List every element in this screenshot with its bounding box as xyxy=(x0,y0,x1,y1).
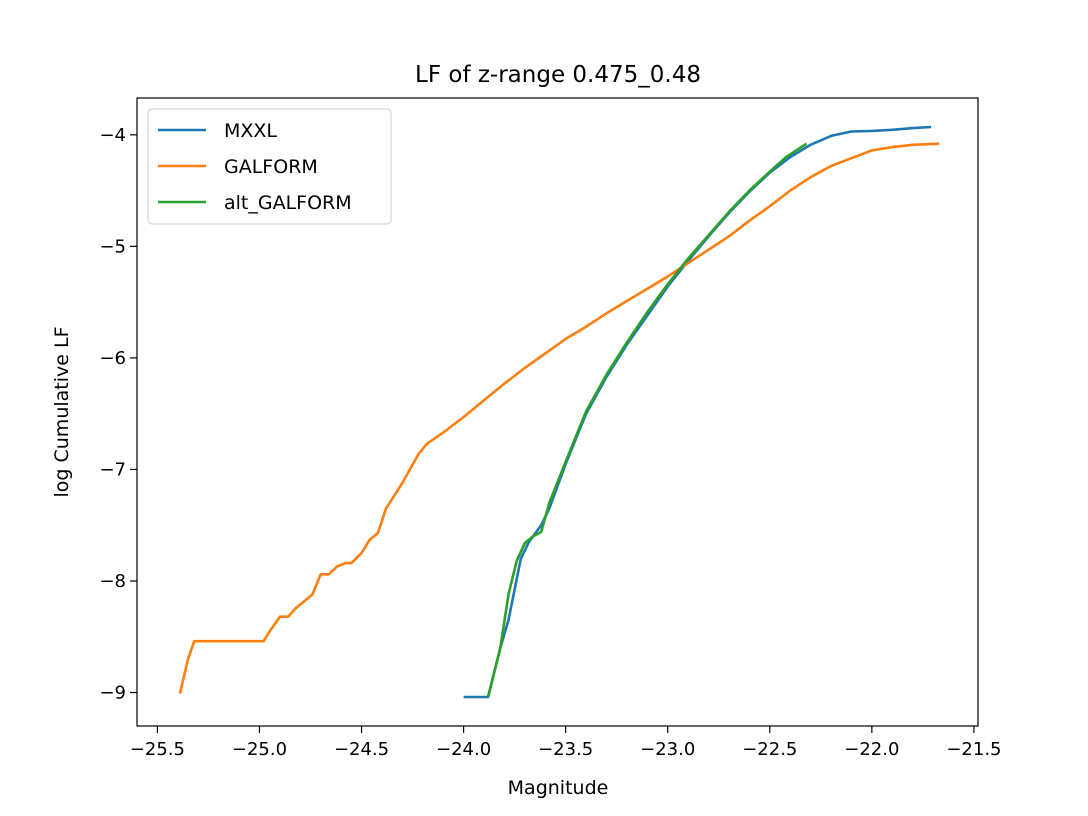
y-axis-title: log Cumulative LF xyxy=(51,327,73,498)
y-tick-label: −4 xyxy=(99,125,126,146)
x-tick-label: −25.0 xyxy=(232,739,287,760)
x-tick-label: −23.0 xyxy=(640,739,695,760)
y-tick-label: −8 xyxy=(99,571,126,592)
y-axis: −9 −8 −7 −6 −5 −4 xyxy=(99,125,137,704)
x-tick-label: −25.5 xyxy=(130,739,185,760)
legend: MXXL GALFORM alt_GALFORM xyxy=(147,108,392,225)
series-group xyxy=(178,125,940,699)
series-line-alt-galform xyxy=(486,142,808,698)
x-tick-label: −24.5 xyxy=(334,739,389,760)
legend-label: GALFORM xyxy=(224,156,318,178)
x-tick-label: −23.5 xyxy=(538,739,593,760)
x-axis: −25.5 −25.0 −24.5 −24.0 −23.5 −23.0 −22.5 −22.0… xyxy=(130,726,1002,760)
y-tick-label: −6 xyxy=(99,348,126,369)
legend-box xyxy=(147,108,392,225)
y-tick-label: −9 xyxy=(99,683,126,704)
legend-label: MXXL xyxy=(224,120,277,142)
y-tick-label: −7 xyxy=(99,459,126,480)
x-tick-label: −22.0 xyxy=(844,739,899,760)
x-tick-label: −22.5 xyxy=(742,739,797,760)
x-axis-title: Magnitude xyxy=(508,777,609,799)
series-line-galform xyxy=(178,142,940,694)
x-tick-label: −24.0 xyxy=(436,739,491,760)
legend-label: alt_GALFORM xyxy=(224,192,352,214)
x-tick-label: −21.5 xyxy=(946,739,1001,760)
y-tick-label: −5 xyxy=(99,236,126,257)
chart-title: LF of z-range 0.475_0.48 xyxy=(415,62,701,88)
plot-frame xyxy=(136,97,979,727)
series-line-mxxl xyxy=(463,125,932,699)
